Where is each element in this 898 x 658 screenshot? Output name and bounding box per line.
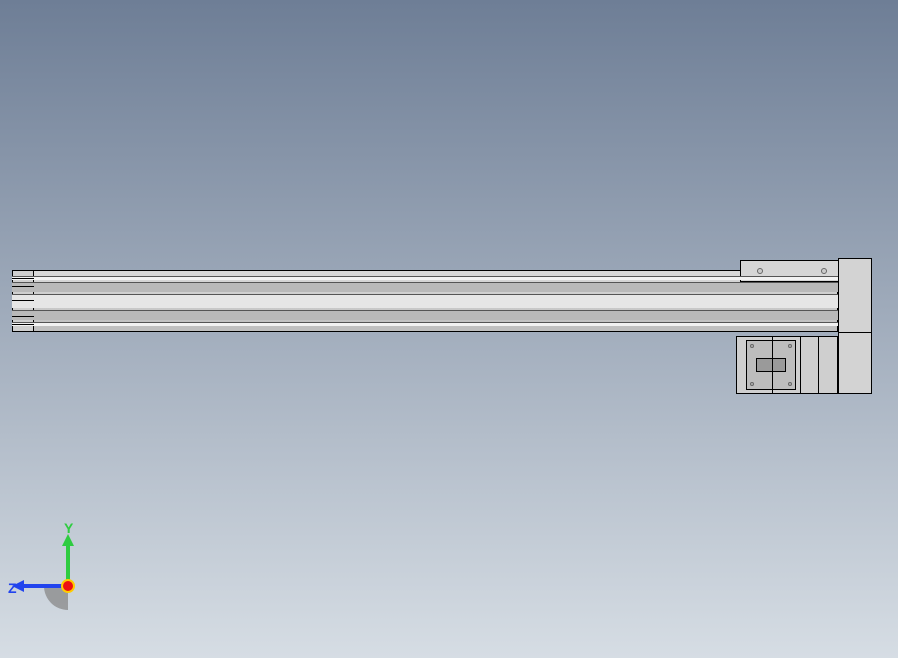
cad-viewport[interactable]: Y Z bbox=[0, 0, 898, 658]
orientation-triad[interactable]: Y Z bbox=[0, 0, 898, 658]
axis-z-label: Z bbox=[8, 580, 17, 596]
axis-y-label: Y bbox=[64, 520, 73, 536]
triad-origin[interactable] bbox=[61, 579, 75, 593]
